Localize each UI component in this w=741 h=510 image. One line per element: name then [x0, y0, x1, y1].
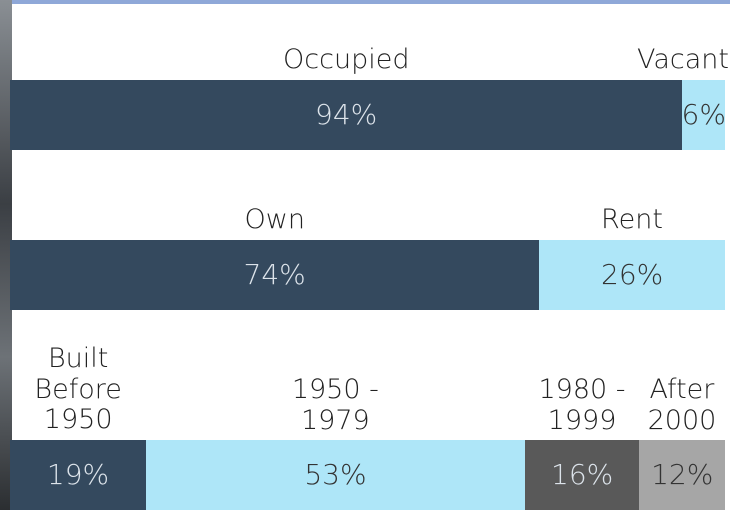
value-label: 19% — [47, 461, 109, 489]
segment-name: 1950 - 1979 — [292, 375, 379, 436]
segment-name: Own — [245, 205, 305, 236]
top-border — [12, 0, 730, 4]
infographic: 94% Occupied 6% Vacant 74% Own 26% Rent 19% Built… — [0, 0, 741, 510]
value-label: 6% — [682, 101, 726, 129]
value-label: 26% — [601, 261, 663, 289]
segment-name: After 2000 — [648, 375, 717, 436]
segment-name: 1980 - 1999 — [539, 375, 626, 436]
value-label: 74% — [244, 261, 306, 289]
value-label: 53% — [304, 461, 366, 489]
segment-name: Rent — [601, 205, 663, 236]
segment-name: Occupied — [283, 45, 409, 76]
value-label: 12% — [651, 461, 713, 489]
value-label: 94% — [315, 101, 377, 129]
value-label: 16% — [551, 461, 613, 489]
page: {"chart_data": [ {"type": "stacked-bar",… — [0, 0, 741, 510]
segment-name: Vacant — [637, 45, 729, 76]
segment-name: Built Before 1950 — [34, 344, 121, 436]
